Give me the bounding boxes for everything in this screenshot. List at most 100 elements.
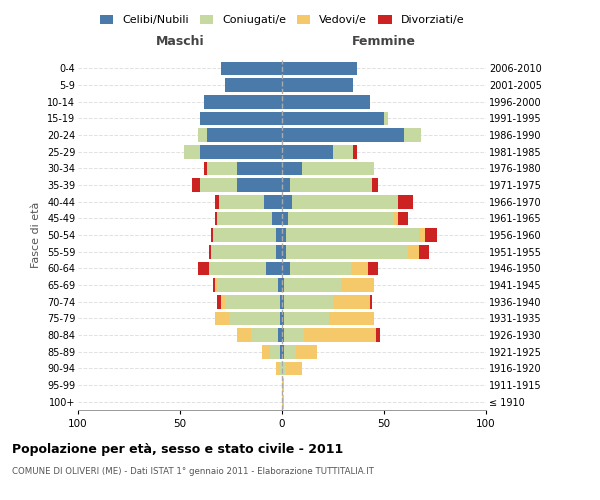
Bar <box>425 228 437 242</box>
Bar <box>284 278 341 292</box>
Bar <box>282 212 288 225</box>
Bar <box>205 162 206 175</box>
Bar <box>217 212 272 225</box>
Bar <box>296 345 317 358</box>
Bar <box>199 128 206 142</box>
Bar <box>237 162 282 175</box>
Text: Popolazione per età, sesso e stato civile - 2011: Popolazione per età, sesso e stato civil… <box>12 442 343 456</box>
Bar <box>282 95 370 108</box>
Bar <box>302 162 374 175</box>
Bar <box>353 145 358 158</box>
Bar <box>199 262 209 275</box>
Bar <box>394 212 398 225</box>
Bar <box>370 295 372 308</box>
Bar <box>368 262 378 275</box>
Bar <box>282 62 358 75</box>
Bar <box>282 295 284 308</box>
Bar <box>200 178 237 192</box>
Bar <box>211 245 276 258</box>
Bar <box>282 278 284 292</box>
Text: Maschi: Maschi <box>155 36 205 49</box>
Text: COMUNE DI OLIVERI (ME) - Dati ISTAT 1° gennaio 2011 - Elaborazione TUTTITALIA.IT: COMUNE DI OLIVERI (ME) - Dati ISTAT 1° g… <box>12 468 374 476</box>
Bar <box>219 195 263 208</box>
Bar <box>282 362 286 375</box>
Bar <box>192 178 200 192</box>
Bar <box>280 295 282 308</box>
Bar <box>263 195 282 208</box>
Bar <box>280 362 282 375</box>
Bar <box>221 62 282 75</box>
Bar <box>282 345 284 358</box>
Bar <box>209 262 266 275</box>
Bar <box>217 295 221 308</box>
Bar <box>282 245 286 258</box>
Bar <box>290 178 372 192</box>
Text: Femmine: Femmine <box>352 36 416 49</box>
Bar <box>206 162 237 175</box>
Bar <box>266 262 282 275</box>
Bar <box>284 295 333 308</box>
Bar <box>286 362 302 375</box>
Bar <box>212 228 276 242</box>
Bar <box>333 145 353 158</box>
Bar <box>282 145 333 158</box>
Bar <box>221 295 225 308</box>
Bar <box>211 228 212 242</box>
Bar <box>282 78 353 92</box>
Bar <box>278 328 282 342</box>
Bar <box>286 228 419 242</box>
Bar <box>280 345 282 358</box>
Bar <box>206 128 282 142</box>
Bar <box>200 112 282 125</box>
Bar <box>229 312 280 325</box>
Bar <box>205 95 282 108</box>
Bar <box>212 278 215 292</box>
Bar <box>276 362 280 375</box>
Bar <box>376 328 380 342</box>
Bar <box>270 345 280 358</box>
Bar <box>237 328 251 342</box>
Bar <box>282 112 384 125</box>
Bar <box>372 178 378 192</box>
Bar <box>288 212 394 225</box>
Bar <box>352 262 368 275</box>
Bar <box>398 195 413 208</box>
Bar <box>282 378 284 392</box>
Bar <box>329 312 374 325</box>
Bar <box>262 345 270 358</box>
Bar <box>282 312 284 325</box>
Bar <box>292 195 398 208</box>
Bar <box>237 178 282 192</box>
Bar <box>284 312 329 325</box>
Bar <box>217 278 278 292</box>
Bar <box>276 228 282 242</box>
Bar <box>419 228 425 242</box>
Bar <box>282 195 292 208</box>
Bar <box>282 178 290 192</box>
Bar <box>404 128 421 142</box>
Bar <box>304 328 376 342</box>
Bar <box>333 295 370 308</box>
Bar <box>284 345 296 358</box>
Bar <box>200 145 282 158</box>
Bar <box>290 262 352 275</box>
Bar <box>282 162 302 175</box>
Bar <box>215 195 219 208</box>
Bar <box>284 328 304 342</box>
Bar <box>209 245 211 258</box>
Bar <box>225 295 280 308</box>
Bar <box>419 245 429 258</box>
Bar <box>282 395 284 408</box>
Bar <box>225 78 282 92</box>
Bar <box>286 245 409 258</box>
Legend: Celibi/Nubili, Coniugati/e, Vedovi/e, Divorziati/e: Celibi/Nubili, Coniugati/e, Vedovi/e, Di… <box>95 10 469 30</box>
Y-axis label: Fasce di età: Fasce di età <box>31 202 41 268</box>
Bar <box>276 245 282 258</box>
Bar <box>282 228 286 242</box>
Bar <box>272 212 282 225</box>
Bar <box>215 212 217 225</box>
Bar <box>282 128 404 142</box>
Bar <box>282 328 284 342</box>
Bar <box>184 145 200 158</box>
Bar <box>398 212 409 225</box>
